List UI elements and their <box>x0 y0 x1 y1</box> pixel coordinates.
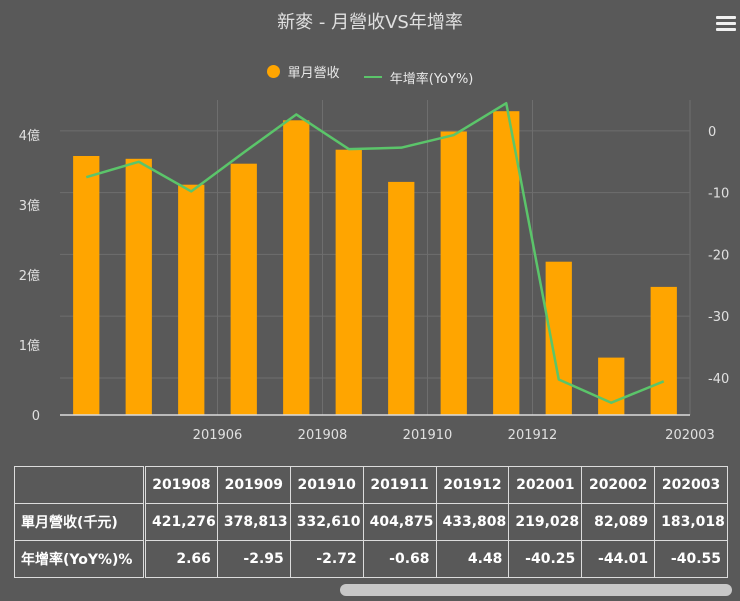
bar <box>335 149 362 415</box>
bar <box>125 158 152 416</box>
table-cell: 378,813 <box>216 503 291 541</box>
table-cell: 433,808 <box>435 503 510 541</box>
chart-title: 新麥 - 月營收VS年增率 <box>277 12 463 33</box>
row-label-yoy: 年增率(YoY%)% <box>14 540 146 578</box>
right-axis-tick-label: -20 <box>708 248 729 263</box>
x-axis-tick-label: 201910 <box>403 428 453 443</box>
chart-area: 0 1億 2億 3億 4億 0 -10 -20 -30 -40 201906 201908 201910… <box>0 12 740 443</box>
bar <box>230 163 257 415</box>
row-label-revenue: 單月營收(千元) <box>14 503 146 541</box>
legend-dot-icon <box>266 65 280 78</box>
left-axis-tick-label: 3億 <box>19 198 40 214</box>
left-axis-tick-label: 4億 <box>19 128 40 144</box>
table-header-cell: 202003 <box>654 466 728 504</box>
right-axis-tick-label: 0 <box>708 125 716 140</box>
table-header-cell: 201908 <box>144 466 218 504</box>
table-cell: -2.95 <box>216 540 291 578</box>
table-header-cell: 201912 <box>435 466 510 504</box>
right-axis-tick-label: -10 <box>708 187 729 202</box>
yoy-line <box>85 101 665 404</box>
table-cell: -44.01 <box>581 540 656 578</box>
table-cell: -40.25 <box>508 540 583 578</box>
table-cell: 4.48 <box>435 540 510 578</box>
x-axis-tick-label: 202003 <box>665 428 715 443</box>
x-axis-tick-label: 201906 <box>193 428 243 443</box>
data-table: 201908 201909 201910 201911 201912 20200… <box>14 466 728 580</box>
table-header-cell <box>14 466 146 504</box>
table-cell: 219,028 <box>508 503 583 541</box>
legend-item-revenue[interactable]: 單月營收 <box>266 62 340 81</box>
legend-label-revenue: 單月營收 <box>287 66 340 81</box>
table-header-cell: 202001 <box>508 466 583 504</box>
table-cell: 421,276 <box>144 503 218 541</box>
table-cell: -0.68 <box>362 540 437 578</box>
bar <box>598 357 625 415</box>
chart-svg: 0 1億 2億 3億 4億 0 -10 -20 -30 -40 201906 201908 201910… <box>19 100 729 443</box>
bar <box>73 156 100 415</box>
bar <box>283 120 310 416</box>
left-axis-tick-label: 2億 <box>19 268 40 284</box>
hamburger-menu-icon[interactable] <box>716 16 736 34</box>
legend-line-icon <box>363 76 382 78</box>
table-cell: 2.66 <box>144 540 218 578</box>
bar <box>493 111 520 415</box>
horizontal-scrollbar[interactable] <box>340 584 732 596</box>
table-header-row: 201908 201909 201910 201911 201912 20200… <box>14 466 728 504</box>
bar <box>388 181 415 415</box>
table-row: 單月營收(千元) 421,276 378,813 332,610 404,875… <box>14 503 728 541</box>
table-cell: 82,089 <box>581 503 656 541</box>
table-cell: 332,610 <box>289 503 364 541</box>
table-cell: 183,018 <box>654 503 728 541</box>
bar <box>440 131 467 415</box>
table-header-cell: 201911 <box>362 466 437 504</box>
right-axis-tick-label: -40 <box>708 372 729 387</box>
legend: 單月營收 年增率(YoY%) <box>0 62 740 87</box>
right-axis-tick-label: -30 <box>708 310 729 325</box>
x-axis-tick-label: 201908 <box>298 428 348 443</box>
table-cell: 404,875 <box>362 503 437 541</box>
table-header-cell: 202002 <box>581 466 656 504</box>
table-header-cell: 201909 <box>216 466 291 504</box>
table-row: 年增率(YoY%)% 2.66 -2.95 -2.72 -0.68 4.48 -… <box>14 540 728 578</box>
bar <box>650 286 677 415</box>
bar <box>545 261 572 415</box>
left-axis-tick-label: 0 <box>32 409 40 424</box>
legend-item-yoy[interactable]: 年增率(YoY%) <box>363 68 474 87</box>
table-header-cell: 201910 <box>289 466 364 504</box>
table-cell: -40.55 <box>654 540 728 578</box>
left-axis-tick-label: 1億 <box>19 338 40 354</box>
legend-label-yoy: 年增率(YoY%) <box>389 71 474 87</box>
table-cell: -2.72 <box>289 540 364 578</box>
bar <box>178 184 205 415</box>
x-axis-tick-label: 201912 <box>508 428 558 443</box>
